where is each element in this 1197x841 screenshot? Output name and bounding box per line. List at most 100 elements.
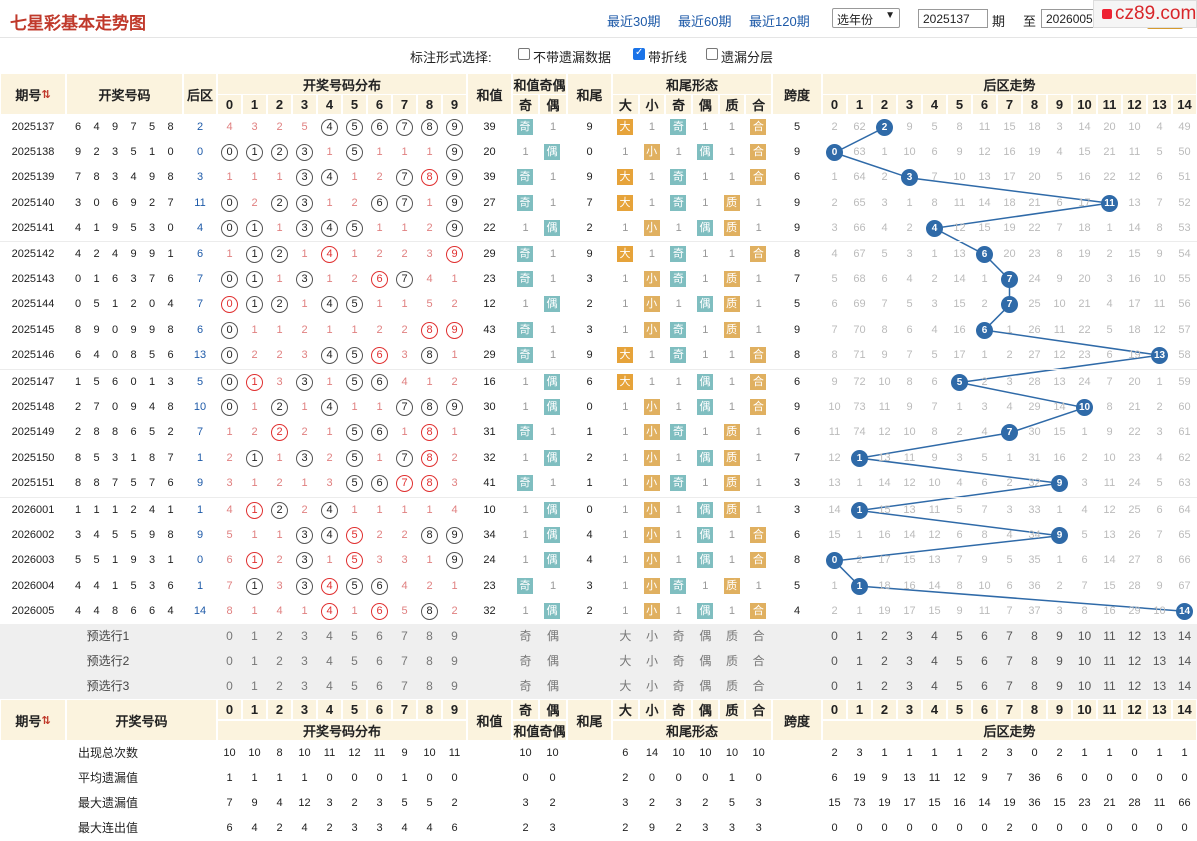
preselect-back-3[interactable]: 3: [906, 629, 913, 643]
preselect-dist-6[interactable]: 6: [376, 629, 383, 643]
preselect-dist-2[interactable]: 2: [276, 629, 283, 643]
preselect-dist-2[interactable]: 2: [276, 654, 283, 668]
preselect-form-3[interactable]: 偶: [699, 679, 712, 693]
link-recent-60[interactable]: 最近60期: [678, 14, 732, 29]
preselect-form-4[interactable]: 质: [725, 629, 738, 643]
preselect-back-11[interactable]: 11: [1103, 679, 1116, 693]
preselect-back-9[interactable]: 9: [1056, 629, 1063, 643]
preselect-back-8[interactable]: 8: [1031, 654, 1038, 668]
preselect-back-7[interactable]: 7: [1006, 654, 1013, 668]
year-select[interactable]: 选年份 ▼: [832, 8, 900, 28]
preselect-back-0[interactable]: 0: [831, 654, 838, 668]
preselect-form-1[interactable]: 小: [645, 629, 658, 643]
preselect-odd[interactable]: 奇: [519, 629, 532, 643]
preselect-back-13[interactable]: 13: [1152, 629, 1167, 643]
preselect-dist-1[interactable]: 1: [251, 679, 258, 693]
preselect-dist-8[interactable]: 8: [426, 629, 433, 643]
preselect-dist-5[interactable]: 5: [351, 629, 358, 643]
preselect-form-2[interactable]: 奇: [672, 679, 685, 693]
preselect-form-3[interactable]: 偶: [699, 654, 712, 668]
preselect-back-11[interactable]: 11: [1103, 654, 1116, 668]
preselect-odd[interactable]: 奇: [519, 654, 532, 668]
preselect-back-9[interactable]: 9: [1056, 654, 1063, 668]
preselect-dist-2[interactable]: 2: [276, 679, 283, 693]
preselect-back-11[interactable]: 11: [1103, 629, 1116, 643]
preselect-dist-4[interactable]: 4: [326, 654, 333, 668]
from-issue-input[interactable]: 2025137: [918, 9, 988, 28]
checkbox-no-gap-data[interactable]: [518, 48, 530, 60]
preselect-form-4[interactable]: 质: [725, 679, 738, 693]
preselect-dist-7[interactable]: 7: [401, 654, 408, 668]
option-gap-layer[interactable]: 遗漏分层: [721, 50, 774, 65]
preselect-form-5[interactable]: 合: [752, 654, 765, 668]
preselect-back-9[interactable]: 9: [1056, 679, 1063, 693]
preselect-dist-9[interactable]: 9: [451, 629, 458, 643]
preselect-back-5[interactable]: 5: [956, 629, 963, 643]
preselect-back-7[interactable]: 7: [1006, 679, 1013, 693]
preselect-back-7[interactable]: 7: [1006, 629, 1013, 643]
preselect-back-4[interactable]: 4: [931, 654, 938, 668]
checkbox-polyline[interactable]: [633, 47, 645, 60]
preselect-back-3[interactable]: 3: [906, 679, 913, 693]
preselect-form-0[interactable]: 大: [619, 679, 632, 693]
preselect-dist-4[interactable]: 4: [326, 629, 333, 643]
preselect-odd[interactable]: 奇: [519, 679, 532, 693]
preselect-dist-6[interactable]: 6: [376, 654, 383, 668]
preselect-dist-0[interactable]: 0: [226, 679, 233, 693]
preselect-back-14[interactable]: 14: [1177, 629, 1192, 643]
sort-icon[interactable]: ⇅: [41, 714, 51, 727]
preselect-back-8[interactable]: 8: [1031, 629, 1038, 643]
preselect-back-4[interactable]: 4: [931, 629, 938, 643]
preselect-form-0[interactable]: 大: [619, 654, 632, 668]
option-polyline[interactable]: 带折线: [648, 50, 688, 65]
preselect-dist-5[interactable]: 5: [351, 679, 358, 693]
preselect-back-1[interactable]: 1: [856, 629, 863, 643]
preselect-dist-6[interactable]: 6: [376, 679, 383, 693]
preselect-form-0[interactable]: 大: [619, 629, 632, 643]
preselect-form-1[interactable]: 小: [645, 679, 658, 693]
preselect-form-2[interactable]: 奇: [672, 629, 685, 643]
preselect-dist-7[interactable]: 7: [401, 629, 408, 643]
preselect-back-3[interactable]: 3: [906, 654, 913, 668]
preselect-back-1[interactable]: 1: [856, 654, 863, 668]
preselect-back-14[interactable]: 14: [1177, 654, 1192, 668]
preselect-even[interactable]: 偶: [546, 654, 559, 668]
preselect-form-5[interactable]: 合: [752, 679, 765, 693]
preselect-back-2[interactable]: 2: [881, 654, 888, 668]
preselect-form-4[interactable]: 质: [725, 654, 738, 668]
preselect-form-3[interactable]: 偶: [699, 629, 712, 643]
preselect-back-10[interactable]: 10: [1077, 654, 1092, 668]
preselect-dist-3[interactable]: 3: [301, 679, 308, 693]
link-recent-120[interactable]: 最近120期: [749, 14, 810, 29]
preselect-back-0[interactable]: 0: [831, 679, 838, 693]
preselect-form-1[interactable]: 小: [645, 654, 658, 668]
preselect-back-4[interactable]: 4: [931, 679, 938, 693]
preselect-dist-3[interactable]: 3: [301, 629, 308, 643]
preselect-back-1[interactable]: 1: [856, 679, 863, 693]
preselect-dist-8[interactable]: 8: [426, 679, 433, 693]
preselect-dist-0[interactable]: 0: [226, 629, 233, 643]
preselect-back-2[interactable]: 2: [881, 629, 888, 643]
preselect-back-6[interactable]: 6: [981, 629, 988, 643]
preselect-back-12[interactable]: 12: [1127, 679, 1142, 693]
preselect-even[interactable]: 偶: [546, 679, 559, 693]
preselect-dist-9[interactable]: 9: [451, 679, 458, 693]
preselect-form-5[interactable]: 合: [752, 629, 765, 643]
preselect-dist-4[interactable]: 4: [326, 679, 333, 693]
checkbox-gap-layer[interactable]: [706, 48, 718, 60]
preselect-dist-3[interactable]: 3: [301, 654, 308, 668]
preselect-dist-0[interactable]: 0: [226, 654, 233, 668]
preselect-back-8[interactable]: 8: [1031, 679, 1038, 693]
preselect-back-12[interactable]: 12: [1127, 629, 1142, 643]
preselect-back-13[interactable]: 13: [1152, 679, 1167, 693]
link-recent-30[interactable]: 最近30期: [607, 14, 661, 29]
preselect-dist-1[interactable]: 1: [251, 629, 258, 643]
preselect-even[interactable]: 偶: [546, 629, 559, 643]
preselect-back-10[interactable]: 10: [1077, 679, 1092, 693]
sort-icon[interactable]: ⇅: [41, 88, 51, 101]
preselect-back-5[interactable]: 5: [956, 654, 963, 668]
preselect-back-0[interactable]: 0: [831, 629, 838, 643]
preselect-back-10[interactable]: 10: [1077, 629, 1092, 643]
preselect-back-13[interactable]: 13: [1152, 654, 1167, 668]
preselect-back-2[interactable]: 2: [881, 679, 888, 693]
